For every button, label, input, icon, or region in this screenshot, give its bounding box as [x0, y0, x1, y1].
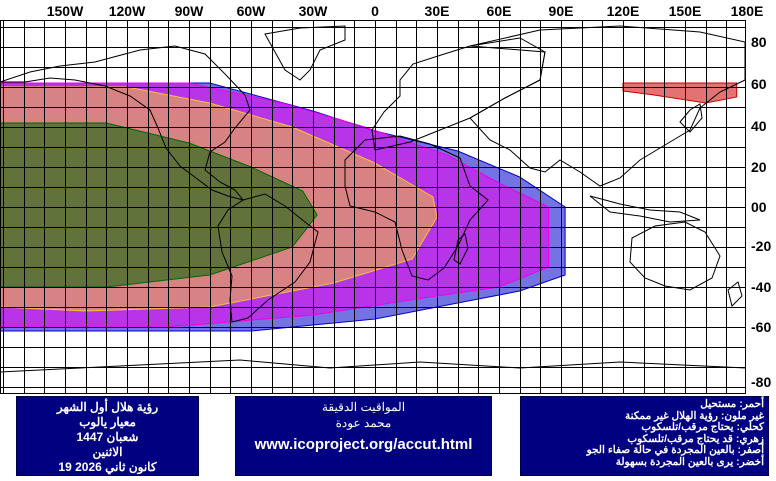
legend-uncolored: غير ملون: رؤية الهلال غير ممكنة	[624, 409, 764, 422]
info-gregorian-date: كانون ثاني 2026 19	[58, 460, 157, 474]
info-title: رؤية هلال أول الشهر	[56, 400, 159, 414]
lat-label-minus-60: -60	[751, 319, 772, 335]
coast-africa	[344, 135, 489, 281]
legend-box: أحمر: مستحيل غير ملون: رؤية الهلال غير م…	[520, 396, 769, 476]
coast-australia	[629, 221, 721, 291]
coast-south-america	[217, 193, 319, 323]
lon-label-150e: 150E	[668, 3, 702, 19]
coast-asia	[469, 25, 746, 187]
lat-label-minus-80: -80	[751, 374, 772, 390]
coast-madagascar	[453, 233, 469, 265]
month-info-box: رؤية هلال أول الشهر معيار يالوب شعبان 14…	[16, 396, 199, 476]
coastlines	[0, 25, 746, 373]
lon-label-60e: 60E	[486, 3, 512, 19]
map-grid	[0, 20, 746, 394]
lat-label-minus-20: -20	[751, 238, 772, 254]
lon-label-30w: 30W	[298, 3, 328, 19]
lat-label-00: 00	[751, 199, 767, 215]
legend-yellow: أصفر: بالعين المجردة في حالة صفاء الجو	[586, 444, 764, 457]
lat-label-20: 20	[751, 159, 767, 175]
legend-red: أحمر: مستحيل	[700, 398, 764, 410]
lon-label-30e: 30E	[424, 3, 450, 19]
lat-label-60: 60	[751, 76, 767, 92]
coast-greenland	[264, 25, 346, 81]
visibility-zones	[0, 82, 738, 332]
info-criterion: معيار يالوب	[79, 415, 136, 429]
coast-europe	[371, 37, 546, 151]
map-border	[0, 20, 746, 394]
lon-label-120w: 120W	[108, 3, 146, 19]
coast-antarctica	[0, 359, 746, 373]
lon-label-90e: 90E	[548, 3, 574, 19]
lon-label-150w: 150W	[46, 3, 84, 19]
coast-japan	[679, 103, 703, 133]
coast-indonesia	[589, 195, 701, 223]
legend-navy: كحلي: يحتاج مرقب/تلسكوب	[641, 421, 764, 434]
lon-label-120e: 120E	[606, 3, 640, 19]
source-author: محمد عودة	[335, 416, 392, 430]
lon-label-180e: 180E	[730, 3, 764, 19]
source-title: المواقيت الدقيقة	[321, 400, 406, 414]
lon-label-0: 0	[371, 3, 379, 19]
lon-label-90w: 90W	[174, 3, 204, 19]
coast-new-zealand	[727, 281, 743, 307]
zone-red	[622, 82, 738, 104]
lat-label-minus-40: -40	[751, 279, 772, 295]
coast-north-america	[0, 45, 251, 201]
source-info-box: المواقيت الدقيقة محمد عودة www.icoprojec…	[235, 396, 492, 476]
legend-green: أخضر: يرى بالعين المجردة بسهولة	[615, 455, 764, 468]
lon-label-60w: 60W	[236, 3, 266, 19]
lat-label-40: 40	[751, 118, 767, 134]
info-hijri-month: شعبان 1447	[76, 430, 139, 444]
lat-label-80: 80	[751, 34, 767, 50]
info-weekday: الاثنين	[92, 445, 123, 459]
source-url[interactable]: www.icoproject.org/accut.html	[254, 436, 473, 453]
legend-pink: زهري: قد يحتاج مرقب/تلسكوب	[627, 432, 764, 445]
